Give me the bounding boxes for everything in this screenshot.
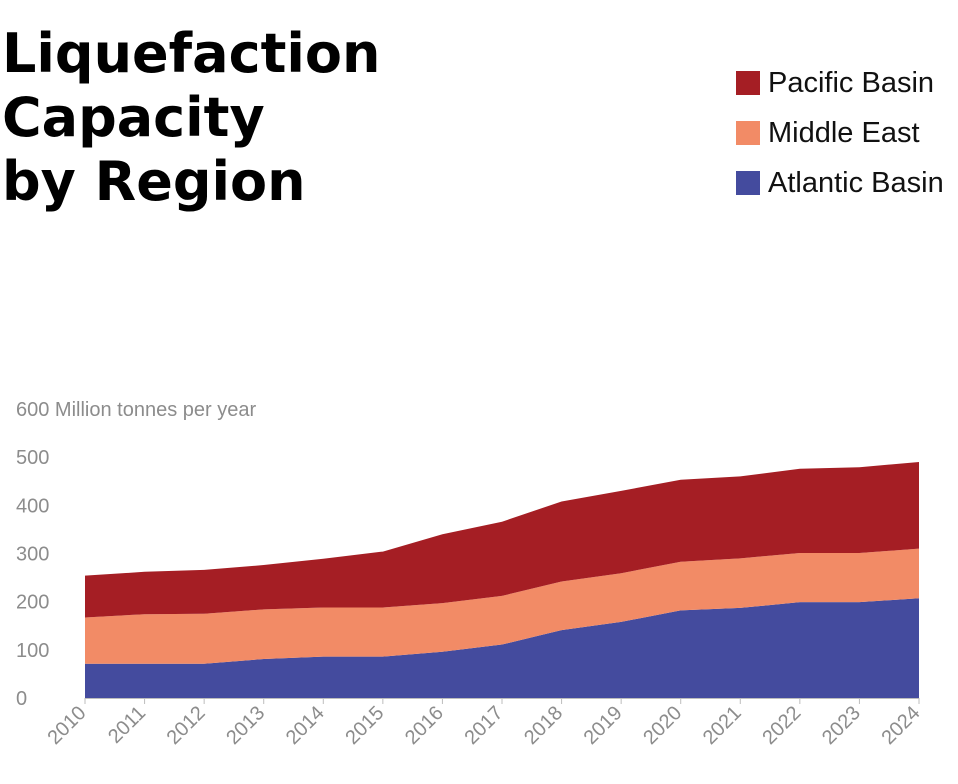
y-axis: 0 100 200 300 400 500 600 Million tonnes per y…: [16, 399, 256, 710]
legend-label-middle-east: Middle East: [768, 116, 920, 149]
x-tick-label-2011: 2011: [104, 702, 150, 748]
x-tick-label-2017: 2017: [461, 702, 508, 749]
y-tick-label-100: 100: [16, 640, 49, 662]
chart-title: Liquefaction Capacity by Region: [2, 22, 380, 214]
x-tick-label-2016: 2016: [401, 702, 448, 749]
area-pacific-basin: [85, 461, 919, 618]
legend: Pacific Basin Middle East Atlantic Basin: [736, 58, 944, 208]
x-tick-label-2023: 2023: [818, 702, 865, 749]
legend-item-middle-east: Middle East: [736, 108, 944, 158]
x-tick-label-2012: 2012: [163, 702, 210, 749]
area-middle-east: [85, 548, 919, 664]
y-tick-label-300: 300: [16, 544, 49, 566]
x-tick-label-2021: 2021: [699, 702, 746, 749]
x-tick-label-2024: 2024: [878, 702, 925, 749]
y-tick-label-600: 600 Million tonnes per year: [16, 399, 256, 421]
legend-swatch-atlantic-basin: [736, 171, 760, 195]
x-tick-label-2022: 2022: [758, 702, 805, 749]
y-tick-label-0: 0: [16, 688, 27, 710]
area-atlantic-basin: [85, 598, 919, 698]
x-axis: 2010 2011 2012 2013 2014 2015 2016 2017 2018 2019…: [44, 698, 925, 749]
y-tick-label-500: 500: [16, 447, 49, 469]
legend-label-pacific-basin: Pacific Basin: [768, 66, 935, 99]
chart-title-line-3: by Region: [2, 150, 306, 213]
legend-swatch-pacific-basin: [736, 71, 760, 95]
y-tick-label-400: 400: [16, 495, 49, 517]
x-tick-label-2015: 2015: [341, 702, 388, 749]
x-tick-label-2019: 2019: [580, 702, 627, 749]
legend-item-atlantic-basin: Atlantic Basin: [736, 158, 944, 208]
legend-swatch-middle-east: [736, 121, 760, 145]
x-tick-label-2018: 2018: [520, 702, 567, 749]
y-tick-label-200: 200: [16, 592, 49, 614]
x-tick-label-2014: 2014: [282, 702, 329, 749]
area-series-group: [85, 461, 919, 698]
legend-label-atlantic-basin: Atlantic Basin: [768, 166, 944, 199]
x-tick-label-2020: 2020: [639, 702, 686, 749]
chart-title-line-2: Capacity: [2, 86, 265, 149]
legend-item-pacific-basin: Pacific Basin: [736, 58, 944, 108]
x-tick-label-2013: 2013: [222, 702, 269, 749]
chart-title-line-1: Liquefaction: [2, 22, 381, 85]
x-tick-label-2010: 2010: [44, 702, 91, 749]
